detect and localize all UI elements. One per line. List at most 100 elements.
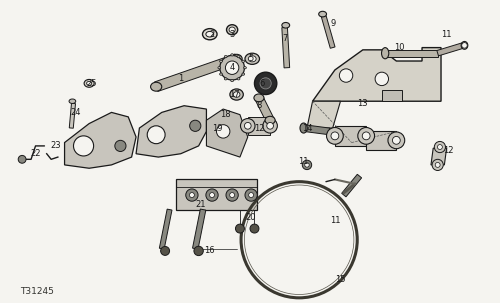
Text: 11: 11 [298,157,309,166]
Ellipse shape [229,27,235,32]
Ellipse shape [461,42,468,49]
Text: 8: 8 [256,101,262,110]
Polygon shape [64,112,136,168]
Circle shape [340,69,353,82]
Circle shape [434,142,446,153]
Ellipse shape [237,55,240,58]
Circle shape [304,163,309,167]
Polygon shape [437,43,464,56]
Circle shape [263,118,278,133]
Circle shape [267,122,274,129]
Text: 17: 17 [229,90,239,99]
Ellipse shape [300,123,308,133]
Circle shape [388,132,404,149]
Polygon shape [176,179,256,210]
Text: 15: 15 [335,275,345,285]
Circle shape [432,159,444,171]
Polygon shape [303,125,330,135]
Circle shape [220,55,244,80]
Circle shape [115,140,126,152]
Circle shape [362,132,370,140]
Polygon shape [382,90,402,101]
Text: 10: 10 [394,43,405,52]
Circle shape [240,118,255,133]
Polygon shape [366,132,396,150]
Ellipse shape [245,53,260,64]
Circle shape [186,189,198,201]
Ellipse shape [244,67,246,69]
Ellipse shape [84,79,94,87]
Polygon shape [136,106,206,157]
Ellipse shape [318,11,326,17]
Ellipse shape [69,99,75,103]
Ellipse shape [226,25,237,35]
Circle shape [206,189,218,201]
Ellipse shape [86,82,92,85]
Circle shape [160,246,170,255]
Circle shape [260,78,271,89]
Text: 12: 12 [444,146,454,155]
Ellipse shape [242,60,244,62]
Ellipse shape [237,78,240,80]
Text: T31245: T31245 [20,287,54,296]
Text: 25: 25 [86,79,97,88]
Ellipse shape [150,82,162,91]
Circle shape [392,136,400,144]
Polygon shape [431,148,446,165]
Text: 12: 12 [254,124,264,132]
Ellipse shape [233,92,240,97]
Ellipse shape [220,73,222,75]
Circle shape [248,193,254,198]
Text: 21: 21 [196,199,206,208]
Polygon shape [255,96,274,122]
Circle shape [18,155,26,163]
Ellipse shape [265,116,275,124]
Polygon shape [206,109,248,157]
Ellipse shape [382,48,389,59]
Circle shape [358,128,374,144]
Ellipse shape [230,79,234,82]
Ellipse shape [202,28,217,40]
Ellipse shape [206,32,214,37]
Circle shape [375,72,388,85]
Circle shape [236,224,244,233]
Text: 7: 7 [282,34,288,43]
Polygon shape [312,48,441,101]
Text: 23: 23 [50,142,61,150]
Polygon shape [335,126,366,146]
Circle shape [226,61,239,75]
Ellipse shape [231,54,242,63]
Polygon shape [282,27,290,68]
Text: 24: 24 [70,108,81,117]
Text: 18: 18 [220,110,230,119]
Polygon shape [342,174,361,197]
Text: 16: 16 [204,246,215,255]
Polygon shape [322,16,335,48]
Circle shape [230,193,234,198]
Circle shape [147,126,165,144]
Circle shape [216,125,230,138]
Ellipse shape [242,73,244,75]
Ellipse shape [254,94,264,102]
Text: 19: 19 [212,124,223,132]
Ellipse shape [218,67,220,69]
Ellipse shape [230,89,243,100]
Circle shape [190,120,201,132]
Circle shape [190,193,194,198]
Text: 22: 22 [30,149,41,158]
Circle shape [438,145,442,149]
Text: 6: 6 [260,79,265,88]
Ellipse shape [230,54,234,56]
Text: 1: 1 [178,75,184,83]
Circle shape [435,162,440,167]
Text: 4: 4 [230,63,235,72]
Circle shape [326,128,344,144]
Text: 11: 11 [330,216,340,225]
Ellipse shape [220,60,222,62]
Polygon shape [154,54,238,92]
Ellipse shape [224,78,227,80]
Text: 13: 13 [358,99,368,108]
Circle shape [74,136,94,156]
Circle shape [245,189,258,201]
Circle shape [194,246,203,256]
